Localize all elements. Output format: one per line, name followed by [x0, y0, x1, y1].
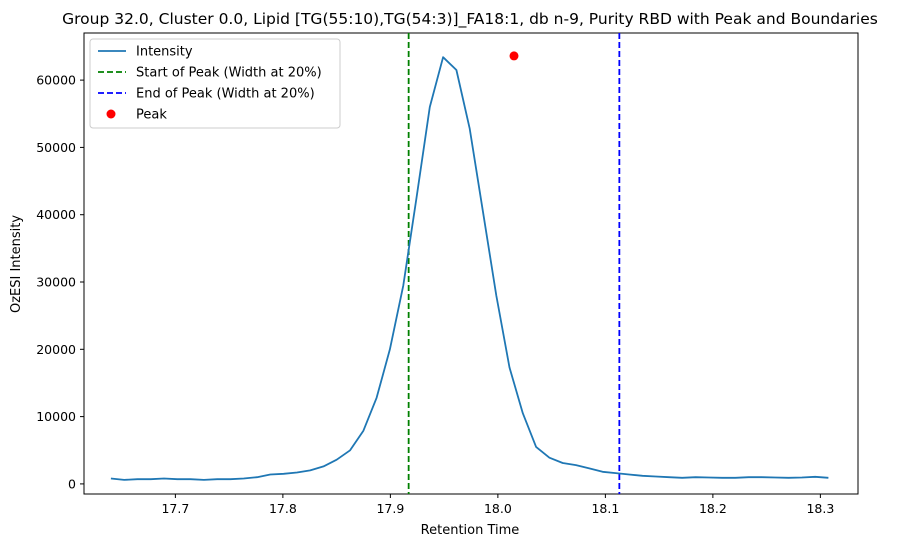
plot-area: 17.7 17.8 17.9 18.0 18.1 18.2 18.3 0 10000 20000 3… [36, 32, 859, 516]
plot-frame [83, 32, 859, 495]
legend-label: End of Peak (Width at 20%) [136, 87, 315, 102]
y-tick-label: 60000 [36, 73, 76, 88]
legend-peak-marker [106, 109, 116, 119]
x-tick-label: 18.2 [699, 501, 727, 516]
peak-marker [509, 51, 519, 61]
y-tick-label: 10000 [36, 409, 76, 424]
legend-label: Peak [136, 108, 167, 123]
y-axis-label: OzESI Intensity [9, 215, 24, 313]
y-tick-label: 0 [68, 476, 76, 491]
x-tick-label: 18.1 [591, 501, 619, 516]
y-tick-label: 20000 [36, 342, 76, 357]
x-tick-label: 17.8 [269, 501, 297, 516]
x-tick-label: 18.3 [806, 501, 834, 516]
legend: Intensity Start of Peak (Width at 20%) End… [89, 38, 341, 129]
chart-title: Group 32.0, Cluster 0.0, Lipid [TG(55:10… [62, 10, 878, 29]
y-tick-label: 50000 [36, 140, 76, 155]
legend-label: Start of Peak (Width at 20%) [136, 66, 322, 81]
legend-label: Intensity [136, 45, 193, 60]
legend-box [89, 38, 341, 129]
x-axis-label: Retention Time [421, 523, 520, 538]
x-tick-label: 18.0 [484, 501, 512, 516]
intensity-line [110, 56, 829, 481]
y-tick-label: 30000 [36, 275, 76, 290]
x-tick-label: 17.9 [376, 501, 404, 516]
x-tick-label: 17.7 [161, 501, 189, 516]
y-tick-label: 40000 [36, 207, 76, 222]
